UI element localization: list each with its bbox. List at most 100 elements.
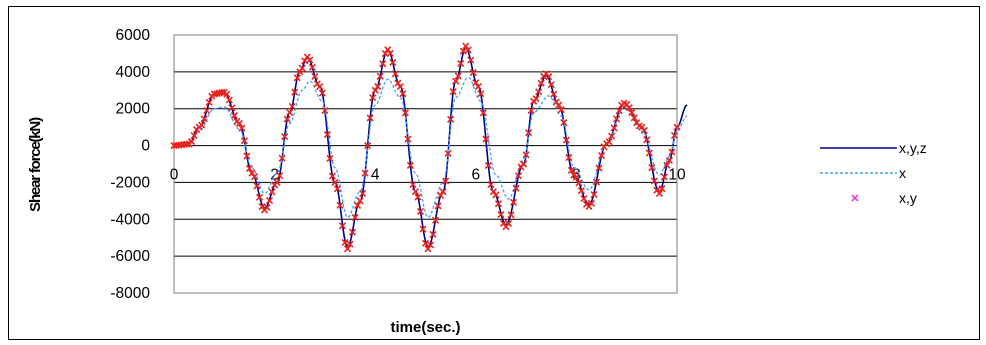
data-point-marker [452,77,460,85]
data-point-marker [223,90,231,98]
data-point-marker [663,161,671,169]
data-point-marker [643,136,651,144]
data-point-marker [492,191,500,199]
legend-label: x [899,165,906,181]
data-point-marker [655,189,663,198]
data-point-marker [472,79,480,87]
data-point-marker [253,182,261,190]
data-point-marker [228,104,236,112]
data-point-marker [648,164,656,172]
data-point-marker [504,219,513,228]
y-tick-label: 6000 [116,27,151,44]
data-point-marker [190,132,198,140]
data-point-marker [188,138,196,146]
data-point-marker [625,104,633,112]
data-point-marker [399,90,407,98]
data-point-marker [479,109,487,117]
y-tick-label: -8000 [110,285,150,302]
data-point-marker [560,118,568,127]
data-point-marker [447,115,455,123]
data-point-marker [597,151,606,160]
data-point-marker [414,193,422,201]
data-point-marker [520,160,528,168]
series-x-y [170,42,681,253]
data-point-marker [494,200,503,208]
data-point-marker [613,115,621,123]
data-point-marker [424,245,432,253]
data-point-marker [225,96,233,104]
data-point-marker [454,72,462,80]
legend-label: x,y,z [899,140,927,156]
y-tick-label: -2000 [110,174,150,191]
data-point-marker [550,90,558,98]
data-point-marker [356,197,364,205]
data-point-marker [243,152,251,160]
data-point-marker [645,149,653,157]
data-point-marker [547,80,555,89]
data-point-marker [426,241,435,249]
data-point-marker [572,173,580,181]
data-point-marker [628,108,636,117]
y-tick-label: -6000 [110,248,150,265]
x-tick-labels: 0 2 4 6 8 10 [170,167,686,184]
data-point-marker [459,47,467,55]
data-point-marker [386,49,394,57]
data-point-marker [605,138,613,146]
data-point-marker [525,129,533,137]
data-point-marker [577,187,585,195]
data-point-marker [409,181,417,189]
data-point-marker [580,194,588,203]
x-tick-label: 6 [471,167,480,184]
data-point-marker [532,95,540,103]
x-axis-label: time(sec.) [390,319,460,336]
data-point-marker [527,106,535,115]
data-point-marker [630,114,638,122]
data-point-marker [268,188,276,196]
data-point-marker [404,135,412,143]
y-axis-label: Shear force(kN) [27,117,44,212]
data-point-marker [575,179,583,187]
data-point-marker [477,90,485,98]
data-point-marker [615,107,623,115]
data-point-marker [316,83,324,91]
data-point-marker [250,173,259,181]
data-point-marker [366,114,374,122]
data-point-marker [545,73,553,81]
data-point-marker [557,106,565,114]
data-point-marker [371,86,379,94]
data-point-marker [429,230,437,239]
legend-item: x,y [851,190,917,206]
data-point-marker [286,108,294,116]
data-point-marker [291,88,299,96]
legend-label: x,y [899,190,917,206]
data-point-marker [590,191,598,199]
data-point-marker [442,177,450,185]
x-tick-label: 8 [572,167,581,184]
data-point-marker [338,222,347,230]
data-point-marker [311,72,319,80]
data-point-marker [509,198,518,206]
data-point-marker [308,63,316,71]
legend-marker [851,194,859,202]
data-point-marker [658,185,666,193]
data-point-marker [610,124,618,132]
series-line [173,46,688,248]
data-point-marker [218,88,226,96]
legend-item: x [820,165,906,181]
data-point-marker [565,153,573,162]
data-point-marker [343,245,352,253]
data-point-marker [235,119,243,128]
data-point-marker [457,59,465,68]
data-point-marker [336,201,344,209]
data-point-marker [462,42,470,50]
data-point-marker [660,173,668,181]
series-x-y-z [173,46,688,248]
plot-border [173,34,678,294]
data-point-marker [497,210,505,219]
data-point-marker [364,142,372,150]
data-point-marker [464,46,472,54]
data-point-marker [346,240,354,248]
data-point-marker [439,188,447,196]
data-point-marker [298,64,306,72]
data-point-marker [379,60,387,68]
